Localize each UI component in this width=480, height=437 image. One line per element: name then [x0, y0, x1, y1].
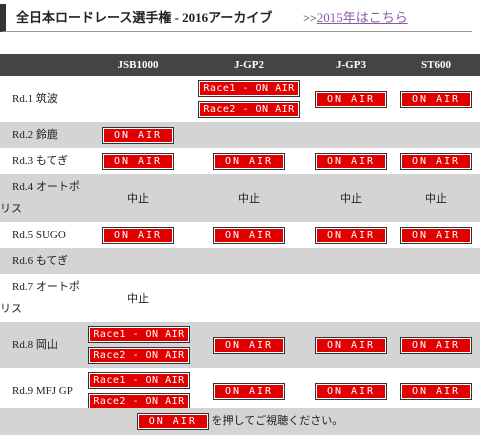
- on-air-button[interactable]: ON AIR: [315, 90, 387, 108]
- on-air-button[interactable]: ON AIR: [400, 152, 472, 170]
- cell: ON AIR: [188, 322, 310, 368]
- cell: ON AIR: [88, 148, 188, 174]
- column-header: ST600: [392, 54, 480, 76]
- round-label: Rd.6 もてぎ: [0, 248, 88, 274]
- on-air-button[interactable]: ON AIR: [136, 413, 209, 430]
- on-air-button[interactable]: ON AIR: [102, 126, 174, 144]
- on-air-button[interactable]: ON AIR: [102, 152, 174, 170]
- on-air-button[interactable]: ON AIR: [400, 382, 472, 400]
- cancelled: 中止: [127, 293, 149, 305]
- on-air-button[interactable]: ON AIR: [213, 152, 285, 170]
- on-air-button[interactable]: Race1 - ON AIR: [198, 80, 300, 97]
- cell: Race1 - ON AIR Race2 - ON AIR: [88, 368, 190, 414]
- on-air-button[interactable]: ON AIR: [315, 336, 387, 354]
- on-air-button[interactable]: Race2 - ON AIR: [198, 101, 300, 118]
- corner: [0, 54, 88, 76]
- row: Rd.3 もてぎ ON AIR ON AIR ON AIR ON AIR: [0, 148, 480, 174]
- cell: [88, 76, 188, 122]
- cell: [392, 122, 480, 148]
- cancelled: 中止: [392, 174, 480, 222]
- header: 全日本ロードレース選手権 - 2016アーカイブ >>2015年はこちら: [0, 4, 472, 32]
- cell: [188, 274, 310, 322]
- cell: ON AIR: [188, 368, 310, 414]
- on-air-button[interactable]: ON AIR: [400, 336, 472, 354]
- cell: [310, 122, 392, 148]
- on-air-button[interactable]: ON AIR: [315, 226, 387, 244]
- cell: ON AIR: [392, 76, 480, 122]
- row: Rd.5 SUGO ON AIR ON AIR ON AIR ON AIR: [0, 222, 480, 248]
- cell: [188, 122, 310, 148]
- cell: ON AIR: [310, 322, 392, 368]
- on-air-button[interactable]: ON AIR: [213, 382, 285, 400]
- round-label: Rd.3 もてぎ: [12, 155, 69, 167]
- row: Rd.2 鈴鹿 ON AIR: [0, 122, 480, 148]
- cell: [188, 248, 310, 274]
- cancelled: 中止: [188, 174, 310, 222]
- row: Rd.7 オートポリス 中止: [0, 274, 480, 322]
- row: Rd.1 筑波 Race1 - ON AIR Race2 - ON AIR ON AI…: [0, 76, 480, 122]
- cell: ON AIR: [310, 368, 392, 414]
- row: Rd.6 もてぎ: [0, 248, 480, 274]
- schedule-table: JSB1000 J-GP2 J-GP3 ST600 Rd.1 筑波 Race1 - ON…: [0, 54, 480, 414]
- on-air-button[interactable]: ON AIR: [213, 226, 285, 244]
- column-header: J-GP3: [310, 54, 392, 76]
- archive-link[interactable]: 2015年はこちら: [316, 10, 408, 25]
- cell: [88, 248, 188, 274]
- cell: Race1 - ON AIR Race2 - ON AIR: [188, 76, 310, 122]
- on-air-button[interactable]: ON AIR: [315, 152, 387, 170]
- row: Rd.8 岡山 Race1 - ON AIR Race2 - ON AIR ON AI…: [0, 322, 480, 368]
- on-air-button[interactable]: ON AIR: [315, 382, 387, 400]
- round-label: Rd.2 鈴鹿: [0, 122, 88, 148]
- column-header: J-GP2: [188, 54, 310, 76]
- cell: ON AIR: [88, 222, 188, 248]
- cell: ON AIR: [392, 222, 480, 248]
- on-air-button[interactable]: ON AIR: [400, 90, 472, 108]
- on-air-button[interactable]: Race1 - ON AIR: [88, 372, 190, 389]
- cell: [392, 248, 480, 274]
- cell: ON AIR: [310, 148, 392, 174]
- on-air-button[interactable]: Race2 - ON AIR: [88, 347, 190, 364]
- on-air-button[interactable]: ON AIR: [213, 336, 285, 354]
- footer: ON AIR を押してご視聴ください。: [0, 408, 480, 435]
- round-label: Rd.7 オートポリス: [0, 281, 80, 315]
- cell: ON AIR: [392, 148, 480, 174]
- cell: ON AIR: [310, 76, 392, 122]
- cell: ON AIR: [392, 322, 480, 368]
- row: Rd.4 オートポリス 中止 中止 中止 中止: [0, 174, 480, 222]
- title: 全日本ロードレース選手権 - 2016アーカイブ: [16, 10, 273, 25]
- cell: [310, 248, 392, 274]
- round-label: Rd.1 筑波: [12, 93, 58, 105]
- cell: ON AIR: [88, 122, 188, 148]
- cell: ON AIR: [188, 222, 310, 248]
- cell: ON AIR: [310, 222, 392, 248]
- on-air-button[interactable]: ON AIR: [102, 226, 174, 244]
- cell: ON AIR: [188, 148, 310, 174]
- cell: [310, 274, 392, 322]
- on-air-button[interactable]: Race1 - ON AIR: [88, 326, 190, 343]
- on-air-button[interactable]: ON AIR: [400, 226, 472, 244]
- round-label: Rd.4 オートポリス: [0, 174, 88, 222]
- cancelled: 中止: [310, 174, 392, 222]
- round-label: Rd.9 MFJ GP: [12, 385, 73, 397]
- column-header: JSB1000: [88, 54, 188, 76]
- cancelled: 中止: [88, 174, 188, 222]
- footer-text: を押してご視聴ください。: [211, 415, 344, 427]
- cell: [392, 274, 480, 322]
- row: Rd.9 MFJ GP Race1 - ON AIR Race2 - ON AIR O…: [0, 368, 480, 414]
- round-label: Rd.8 岡山: [0, 322, 88, 368]
- header-row: JSB1000 J-GP2 J-GP3 ST600: [0, 54, 480, 76]
- link-prefix: >>: [303, 11, 317, 25]
- table-body: Rd.1 筑波 Race1 - ON AIR Race2 - ON AIR ON AI…: [0, 76, 480, 414]
- round-label: Rd.5 SUGO: [12, 229, 66, 241]
- cell: ON AIR: [392, 368, 480, 414]
- cell: Race1 - ON AIR Race2 - ON AIR: [88, 322, 190, 368]
